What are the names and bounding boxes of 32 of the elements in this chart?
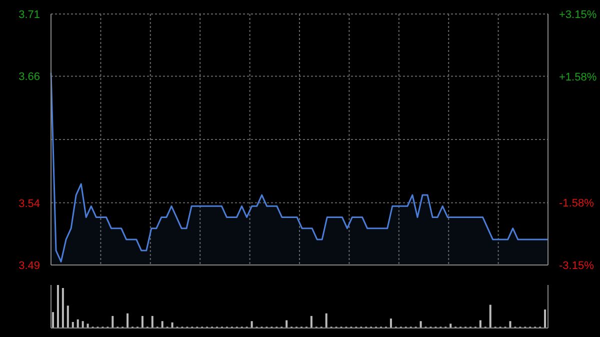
bar (509, 321, 512, 328)
bar (450, 324, 452, 328)
y-tick-label: 3.71 (18, 9, 40, 21)
bar (161, 321, 164, 328)
y-tick-label: 3.49 (18, 260, 40, 272)
bar (420, 321, 422, 328)
bar (82, 321, 84, 328)
bar (479, 320, 482, 328)
y-tick-label: 3.66 (18, 71, 40, 84)
y2-tick-label: +1.58% (559, 72, 597, 84)
bar (250, 321, 253, 328)
bar (141, 316, 144, 328)
bar (62, 288, 64, 328)
bar (52, 312, 54, 328)
y2-tick-label: +3.15% (559, 9, 597, 21)
bar (126, 313, 129, 328)
bar (151, 316, 154, 328)
bar (325, 313, 328, 328)
bar (76, 319, 79, 328)
bar (56, 285, 59, 328)
bar (310, 316, 312, 328)
bar (112, 316, 114, 328)
bar (72, 322, 74, 328)
y2-tick-label: -3.15% (559, 260, 594, 272)
y-tick-label: 3.54 (18, 198, 40, 210)
bar (66, 306, 69, 328)
y2-tick-label: -1.58% (559, 197, 594, 210)
bar (86, 324, 89, 328)
bar (390, 318, 392, 328)
bar (489, 304, 492, 328)
bar (286, 320, 288, 328)
bar (544, 310, 546, 328)
